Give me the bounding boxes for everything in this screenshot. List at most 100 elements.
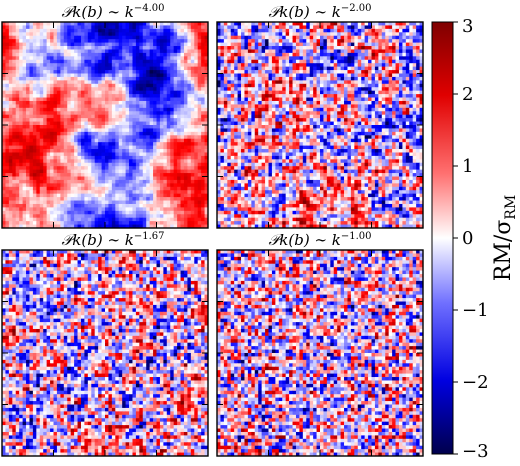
heatmap-cell (292, 90, 297, 95)
heatmap-cell (395, 39, 400, 43)
heatmap-cell (190, 22, 195, 26)
heatmap-cell (282, 35, 287, 40)
heatmap-cell (46, 97, 51, 102)
heatmap-cell (12, 190, 17, 195)
heatmap-cell (87, 190, 92, 195)
heatmap-cell (183, 128, 188, 133)
heatmap-cell (36, 162, 41, 167)
heatmap-cell (187, 32, 192, 37)
heatmap-cell (419, 28, 424, 33)
heatmap-cell (183, 104, 188, 109)
heatmap-cell (416, 52, 420, 57)
heatmap-cell (125, 217, 130, 222)
heatmap-cell (19, 186, 23, 191)
heatmap-cell (388, 46, 393, 50)
heatmap-cell (197, 138, 202, 143)
heatmap-cell (146, 114, 151, 119)
heatmap-cell (12, 32, 17, 37)
heatmap-cell (295, 97, 300, 102)
heatmap-cell (398, 39, 403, 43)
heatmap-cell (15, 111, 20, 116)
heatmap-cell (70, 142, 75, 146)
heatmap-cell (323, 63, 328, 68)
heatmap-cell (153, 76, 157, 81)
heatmap-cell (271, 73, 276, 78)
heatmap-cell (170, 128, 175, 133)
heatmap-cell (87, 186, 92, 191)
heatmap-cell (125, 107, 130, 112)
heatmap-cell (87, 97, 92, 102)
heatmap-cell (105, 80, 109, 85)
heatmap-cell (368, 28, 372, 33)
heatmap-cell (344, 49, 348, 54)
heatmap-cell (190, 66, 195, 71)
heatmap-cell (306, 87, 311, 92)
heatmap-cell (111, 94, 116, 98)
heatmap-cell (87, 22, 92, 26)
heatmap-cell (135, 214, 140, 219)
heatmap-cell (139, 46, 144, 50)
heatmap-cell (190, 145, 195, 150)
heatmap-cell (77, 46, 82, 50)
heatmap-cell (156, 183, 161, 188)
heatmap-cell (234, 80, 238, 85)
heatmap-cell (32, 183, 37, 188)
heatmap-cell (84, 169, 89, 174)
heatmap-cell (163, 80, 168, 85)
heatmap-cell (149, 203, 154, 208)
heatmap-cell (115, 197, 120, 201)
heatmap-cell (251, 49, 256, 54)
heatmap-cell (416, 63, 420, 68)
heatmap-cell (12, 217, 17, 222)
heatmap-cell (194, 131, 199, 136)
heatmap-cell (156, 114, 161, 119)
heatmap-cell (19, 221, 23, 225)
heatmap-cell (316, 52, 321, 57)
heatmap-cell (19, 162, 23, 167)
heatmap-cell (91, 149, 96, 153)
heatmap-cell (187, 104, 192, 109)
heatmap-cell (190, 56, 195, 61)
heatmap-cell (149, 107, 154, 112)
heatmap-cell (8, 80, 13, 85)
heatmap-cell (63, 207, 68, 212)
heatmap-cell (63, 104, 68, 109)
heatmap-cell (177, 145, 181, 150)
heatmap-cell (190, 152, 195, 157)
heatmap-cell (306, 25, 311, 30)
heatmap-cell (91, 32, 96, 37)
heatmap-cell (271, 80, 276, 85)
heatmap-cell (115, 131, 120, 136)
heatmap-cell (101, 118, 106, 122)
heatmap-cell (194, 59, 199, 64)
heatmap-cell (183, 56, 188, 61)
heatmap-cell (201, 173, 205, 177)
heatmap-cell (46, 114, 51, 119)
heatmap-cell (220, 52, 225, 57)
heatmap-cell (299, 42, 304, 47)
heatmap-cell (98, 49, 102, 54)
heatmap-cell (177, 159, 181, 164)
heatmap-cell (36, 28, 41, 33)
heatmap-cell (118, 152, 123, 157)
heatmap-cell (139, 176, 144, 181)
heatmap-cell (204, 39, 209, 43)
heatmap-cell (187, 49, 192, 54)
heatmap-cell (108, 190, 113, 195)
heatmap-cell (8, 224, 13, 229)
heatmap-cell (190, 80, 195, 85)
heatmap-cell (320, 63, 324, 68)
heatmap-cell (187, 183, 192, 188)
heatmap-cell (94, 138, 99, 143)
heatmap-cell (330, 35, 335, 40)
heatmap-cell (77, 149, 82, 153)
heatmap-cell (204, 87, 209, 92)
heatmap-cell (223, 97, 228, 102)
heatmap-cell (173, 118, 178, 122)
heatmap-cell (129, 197, 133, 201)
heatmap-cell (39, 221, 44, 225)
heatmap-cell (8, 90, 13, 95)
heatmap-cell (2, 63, 6, 68)
heatmap-cell (166, 104, 171, 109)
heatmap-cell (84, 193, 89, 198)
